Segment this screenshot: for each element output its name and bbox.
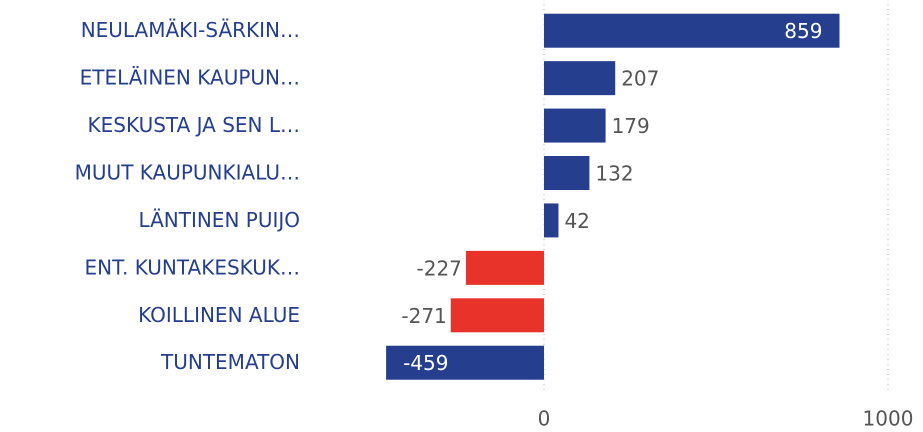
value-label: -227 [417, 256, 462, 280]
bar [544, 13, 840, 48]
value-label: 207 [621, 67, 659, 91]
category-label: KESKUSTA JA SEN L… [88, 113, 300, 137]
value-label: 859 [784, 19, 822, 43]
category-label: MUUT KAUPUNKIALU… [75, 161, 300, 185]
bar [544, 61, 616, 96]
bar [465, 250, 544, 285]
value-label: 132 [595, 162, 633, 186]
bar [544, 108, 606, 143]
bar [450, 298, 544, 333]
category-label: ETELÄINEN KAUPUN… [80, 66, 300, 90]
x-tick-label: 1000 [863, 407, 914, 431]
bar [544, 156, 590, 191]
value-label: -271 [401, 304, 446, 328]
category-label: KOILLINEN ALUE [138, 303, 300, 327]
x-tick-label: 0 [538, 407, 551, 431]
value-label: 179 [612, 114, 650, 138]
bar [544, 203, 559, 238]
value-label: 42 [564, 209, 589, 233]
category-label: TUNTEMATON [160, 350, 300, 374]
category-label: ENT. KUNTAKESKUK… [85, 255, 300, 279]
category-label: NEULAMÄKI-SÄRKIN… [81, 18, 300, 42]
value-label: -459 [403, 351, 448, 375]
bar [386, 345, 544, 380]
category-label: LÄNTINEN PUIJO [138, 208, 300, 232]
